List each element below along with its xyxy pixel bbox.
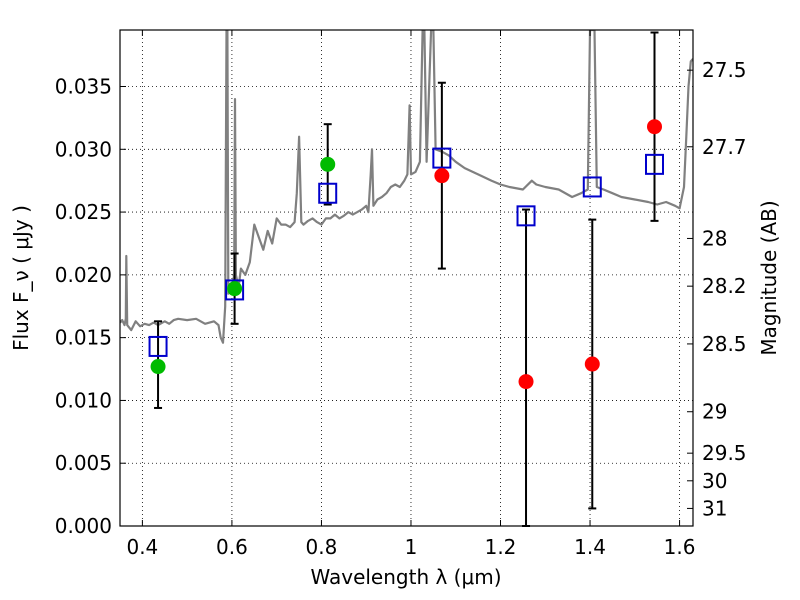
x-tick-label: 0.8 <box>306 535 338 559</box>
model-point <box>516 205 536 227</box>
right-tick-label: 28.2 <box>702 274 747 298</box>
x-tick-label: 0.6 <box>216 535 248 559</box>
x-tick-label: 1.2 <box>485 535 517 559</box>
right-tick-label: 29 <box>702 400 727 424</box>
spectrum-line <box>120 30 693 344</box>
model-point <box>645 153 665 175</box>
x-axis-label: Wavelength λ (μm) <box>310 565 501 589</box>
y-axis-label: Flux F_ν ( μJy ) <box>9 205 33 351</box>
data-point <box>320 156 336 172</box>
model-point <box>432 147 452 169</box>
errorbar-layer <box>154 31 659 527</box>
grid-layer <box>120 30 693 527</box>
y-tick-label: 0.035 <box>55 75 112 99</box>
x-tick-label: 1 <box>405 535 418 559</box>
y-tick-label: 0.015 <box>55 326 112 350</box>
x-tick-label: 1.4 <box>574 535 606 559</box>
model-point <box>148 335 168 357</box>
model-point <box>225 279 245 301</box>
y-tick-label: 0.030 <box>55 137 112 161</box>
data-point <box>518 374 534 390</box>
data-point <box>150 359 166 375</box>
y-tick-label: 0.020 <box>55 263 112 287</box>
right-tick-label: 28.5 <box>702 332 747 356</box>
data-point <box>227 281 243 297</box>
y-tick-label: 0.000 <box>55 514 112 538</box>
right-tick-label: 31 <box>702 496 727 520</box>
data-point <box>584 356 600 372</box>
x-ticks: 0.4 0.6 0.8 1 1.2 1.4 1.6 <box>126 30 695 559</box>
marker-layer <box>148 119 665 390</box>
right-tick-label: 30 <box>702 469 727 493</box>
right-tick-label: 27.7 <box>702 135 747 159</box>
right-tick-label: 27.5 <box>702 58 747 82</box>
right-tick-label: 29.5 <box>702 441 747 465</box>
data-point <box>434 168 450 184</box>
y-tick-label: 0.025 <box>55 200 112 224</box>
right-axis-label: Magnitude (AB) <box>757 200 781 355</box>
right-ticks: 27.5 27.7 28 28.2 28.5 29 29.5 30 31 <box>687 58 747 520</box>
plot-frame <box>119 29 694 527</box>
y-tick-label: 0.010 <box>55 388 112 412</box>
y-ticks: 0.000 0.005 0.010 0.015 0.020 0.025 0.030 0.035 <box>55 75 126 538</box>
y-tick-label: 0.005 <box>55 451 112 475</box>
x-tick-label: 0.4 <box>126 535 158 559</box>
data-point <box>647 119 663 135</box>
right-tick-label: 28 <box>702 226 727 250</box>
x-tick-label: 1.6 <box>664 535 696 559</box>
spectrum-layer <box>120 30 693 344</box>
model-point <box>318 182 338 204</box>
model-point <box>582 176 602 198</box>
